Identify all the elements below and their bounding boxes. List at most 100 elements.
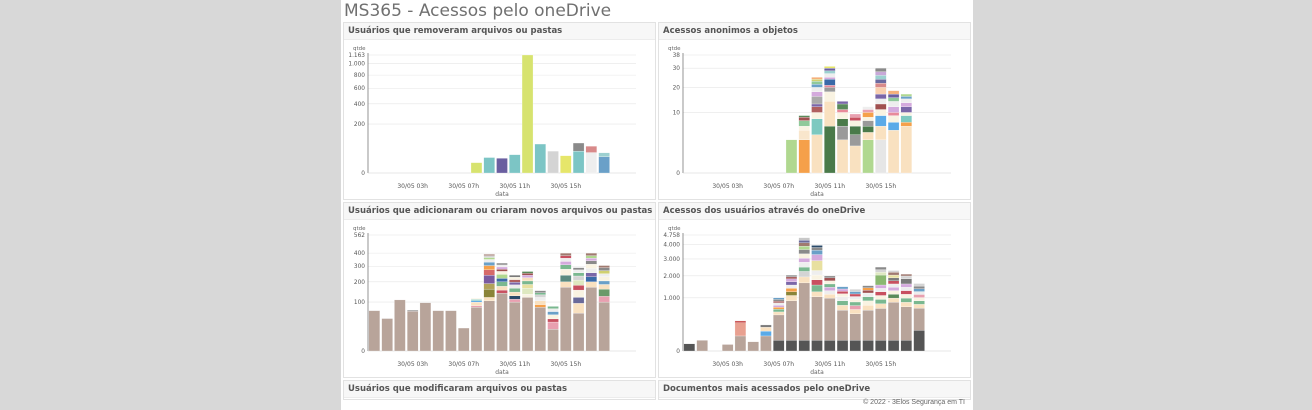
bar-segment [887,130,900,174]
bar-segment [875,303,887,309]
bar-segment [900,340,912,352]
bar-segment [887,93,900,98]
bar-segment [900,287,912,291]
bar-segment [521,297,534,352]
bar-segment [862,117,874,121]
bar-segment [811,250,823,255]
x-tick-label: 30/05 15h [550,361,581,368]
bar-segment [849,134,861,147]
bar-segment [913,304,925,309]
y-tick-label: 400 [354,102,365,108]
bar-segment [521,54,534,174]
bar-segment [887,97,900,102]
bar-segment [887,115,900,123]
bar-segment [572,297,585,304]
bar-segment [887,340,900,352]
bar-segment [798,276,810,284]
bar-segment [572,289,585,298]
bar-segment [432,310,444,352]
bar-segment [521,294,534,298]
bar-segment [811,291,823,297]
bar-segment [836,109,849,113]
bar-segment [875,291,887,296]
bar-segment [773,314,785,341]
bar-segment [696,340,708,352]
bar-segment [875,79,887,84]
bar-segment [811,103,823,107]
bar-segment [849,309,861,314]
bar-segment [875,71,887,76]
bar-segment [534,292,546,295]
x-tick-label: 30/05 03h [712,361,743,368]
bar-segment [798,242,810,247]
bar-segment [887,302,900,341]
bar-segment [773,297,785,300]
bar-segment [572,303,585,314]
bar-segment [534,304,546,308]
x-tick-label: 30/05 07h [448,183,479,190]
bar-segment [585,260,597,265]
bar-segment [585,268,597,273]
bar-segment [547,306,559,309]
bar-segment [836,291,849,294]
x-axis-label: data [810,191,824,198]
bar-segment [572,285,585,291]
bar-segment [496,281,508,287]
bar-segment [470,298,483,300]
bar-segment [560,275,572,282]
bar-segment [368,310,380,352]
bar-segment [887,272,900,276]
panel-header [344,381,655,398]
bar-segment [811,247,823,251]
bar-segment [547,314,559,320]
bar-segment [496,278,508,282]
bar-segment [560,281,572,288]
bar-segment [483,288,495,298]
x-tick-label: 30/05 11h [499,183,530,190]
y-tick-label: 600 [354,86,365,92]
x-tick-label: 30/05 07h [763,361,794,368]
bar-segment [887,290,900,295]
y-axis-label: qtde [668,46,681,52]
chart-removed-files: qtde 0 200 400 600 800 1.000 1.163 30/05 03h 30/0… [348,46,636,198]
bar-segment [824,66,836,69]
bar-segment [598,270,610,274]
bar-segment [598,276,610,282]
bar-segment [534,307,546,352]
bar-segment [470,301,483,306]
bar-segment [824,290,836,295]
bar-segment [572,272,585,277]
bar-segment [900,290,912,295]
bar-segment [913,330,925,352]
bar-segment [483,257,495,260]
bar-segment [773,307,785,310]
x-tick-label: 30/05 03h [397,183,428,190]
x-tick-label: 30/05 07h [448,361,479,368]
x-tick-label: 30/05 03h [712,183,743,190]
bar-segment [773,305,785,308]
bar-segment [483,261,495,266]
bar-segment [862,109,874,113]
x-tick-label: 30/05 07h [763,183,794,190]
bar-segment [887,106,900,113]
bar-segment [811,340,823,352]
bar-segment [785,291,798,296]
bar-segment [913,291,925,295]
bar-segment [862,305,874,311]
bar-segment [760,324,772,328]
bar-segment [785,300,798,341]
bar-segment [509,279,521,283]
bar-segment [598,284,610,290]
bar-segment [900,93,912,97]
bar-segment [849,340,861,352]
bar-segment [521,273,534,276]
bar-segment [875,75,887,80]
bar-segment [534,300,546,305]
bar-segment [849,313,861,341]
bar-segment [785,281,798,286]
bar-segment [875,125,887,140]
bar-segment [824,79,836,86]
y-tick-label: 1.163 [348,53,365,59]
panel-header [659,203,970,220]
bar-segment [560,253,572,256]
